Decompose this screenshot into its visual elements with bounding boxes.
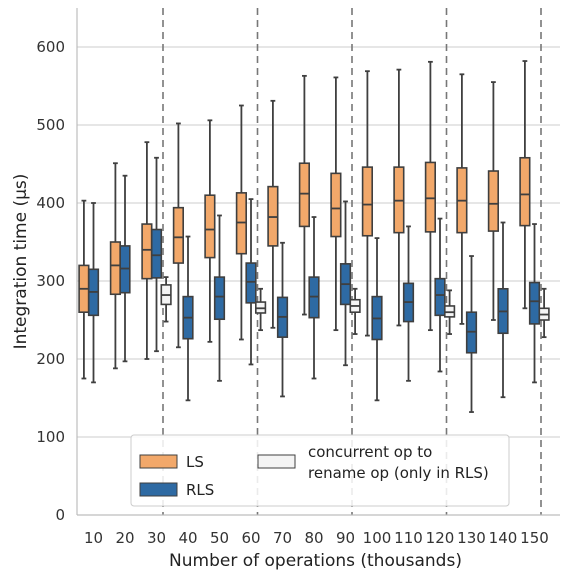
legend-label-ls: LS: [186, 453, 204, 471]
y-tick-label-0: 0: [55, 506, 65, 524]
x-axis-title: Number of operations (thousands): [169, 551, 462, 571]
x-tick-label-130: 130: [457, 529, 486, 547]
x-tick-label-150: 150: [520, 529, 549, 547]
box-rls-10: [87, 202, 100, 384]
box-rls-140: [497, 221, 509, 399]
x-tick-label-50: 50: [210, 529, 229, 547]
y-tick-label-100: 100: [36, 428, 65, 446]
x-tick-label-30: 30: [147, 529, 166, 547]
box-body: [361, 166, 374, 237]
y-tick-label-500: 500: [36, 116, 65, 134]
box-ls-10: [78, 199, 90, 380]
y-axis-title: Integration time (μs): [11, 174, 31, 350]
x-tick-label-10: 10: [84, 529, 103, 547]
y-tick-label-600: 600: [36, 38, 65, 56]
box-ls-70: [267, 99, 279, 329]
box-body: [109, 241, 121, 296]
box-rls-130: [465, 255, 478, 413]
x-tick-label-20: 20: [115, 529, 134, 547]
box-ls-90: [330, 76, 342, 332]
box-concurrent-30: [160, 276, 172, 323]
box-body: [172, 206, 185, 264]
box-rls-80: [308, 216, 320, 380]
x-tick-label-70: 70: [273, 529, 292, 547]
y-tick-label-300: 300: [36, 272, 65, 290]
box-ls-100: [361, 70, 374, 337]
box-ls-80: [298, 74, 311, 316]
box-rls-110: [402, 225, 415, 382]
x-tick-label-60: 60: [241, 529, 260, 547]
box-body: [434, 277, 446, 317]
box-body: [487, 170, 500, 232]
box-body: [528, 281, 541, 325]
box-rls-30: [150, 156, 163, 353]
x-tick-label-110: 110: [394, 529, 423, 547]
box-concurrent-120: [443, 289, 456, 335]
box-body: [150, 228, 163, 279]
box-body: [245, 262, 257, 304]
x-tick-label-90: 90: [336, 529, 355, 547]
legend-swatch-ls: [139, 454, 178, 469]
y-tick-label-400: 400: [36, 194, 65, 212]
box-rls-20: [119, 174, 131, 363]
legend-frame: [130, 434, 510, 507]
box-ls-40: [172, 122, 185, 349]
box-ls-130: [456, 73, 468, 325]
legend-swatch-rls: [139, 482, 178, 497]
box-rls-120: [434, 217, 446, 373]
box-ls-110: [393, 68, 405, 327]
box-ls-50: [204, 119, 216, 343]
box-ls-20: [109, 162, 121, 370]
x-tick-label-100: 100: [363, 529, 392, 547]
box-body: [213, 276, 226, 321]
box-ls-140: [487, 81, 500, 321]
legend: LS RLS concurrent op to rename op (only …: [130, 434, 510, 507]
box-rls-100: [371, 237, 383, 402]
box-rls-70: [276, 241, 289, 398]
box-body: [519, 156, 531, 227]
box-rls-40: [182, 235, 194, 402]
box-ls-120: [424, 60, 437, 332]
box-ls-150: [519, 60, 531, 310]
box-rls-150: [528, 223, 541, 384]
box-body: [424, 161, 437, 233]
box-concurrent-60: [255, 287, 267, 332]
box-concurrent-90: [349, 287, 361, 335]
box-ls-30: [141, 141, 153, 360]
x-tick-label-140: 140: [489, 529, 518, 547]
box-concurrent-150: [538, 287, 550, 339]
box-body: [141, 223, 153, 280]
legend-swatch-concurrent: [257, 454, 296, 469]
box-ls-60: [235, 104, 248, 341]
legend-label-rls: RLS: [186, 481, 214, 499]
box-rls-90: [339, 200, 352, 367]
x-tick-label-80: 80: [304, 529, 323, 547]
y-tick-label-200: 200: [36, 350, 65, 368]
box-body: [330, 172, 342, 238]
legend-label-concurrent-line2: rename op (only in RLS): [308, 464, 489, 482]
vertical-marker-lines: [162, 8, 542, 515]
box-rls-60: [245, 198, 257, 366]
box-body: [298, 162, 311, 228]
x-tick-label-120: 120: [426, 529, 455, 547]
box-rls-50: [213, 214, 226, 382]
x-tick-label-40: 40: [178, 529, 197, 547]
box-series: [78, 60, 550, 413]
legend-label-concurrent-line1: concurrent op to: [308, 443, 432, 461]
axes: 0 100 200 300 400 500 600 10 20 30 40 50 60 70 80 90 100…: [36, 8, 560, 547]
box-body: [204, 194, 216, 259]
